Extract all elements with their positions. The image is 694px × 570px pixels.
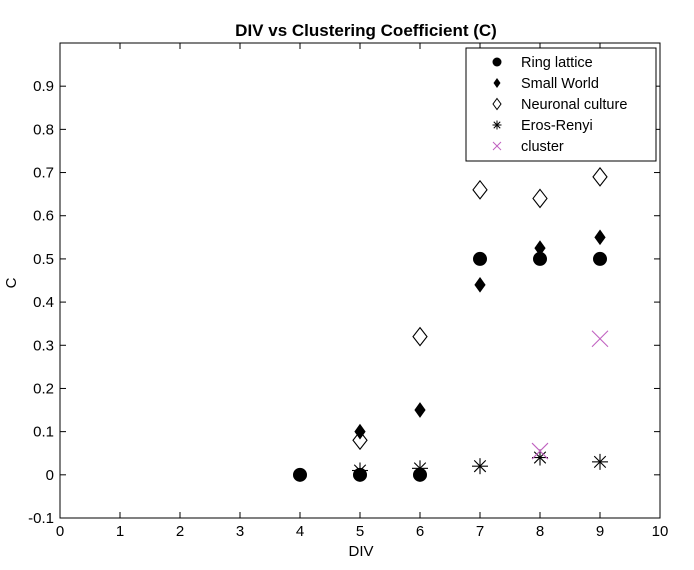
legend-marker [492,141,502,151]
data-point [474,276,486,293]
legend-marker [493,78,501,88]
x-tick-label: 10 [652,523,669,540]
legend-label: Eros-Renyi [521,118,593,134]
data-point [592,166,608,187]
y-tick-label: 0.8 [33,121,54,138]
data-point [414,402,426,418]
asterisk-stroke [473,460,487,473]
x-tick-label: 0 [56,523,64,540]
data-point [593,251,607,266]
legend-marker [492,120,502,130]
x-tick-label: 8 [536,523,544,540]
y-tick-label: 0 [46,467,54,484]
series-neuronal-culture [352,166,608,451]
y-tick-label: 0.9 [33,78,54,95]
data-point [592,453,608,470]
asterisk-stroke [533,451,547,464]
x-tick-label: 6 [416,523,424,540]
data-point [412,460,428,477]
x-stroke [492,141,502,151]
x-tick-label: 1 [116,523,124,540]
legend-box [465,47,657,162]
legend-entry: Eros-Renyi [492,118,593,134]
legend: Ring lattice Small World Neuronal culture E… [465,47,657,162]
data-point [531,442,549,460]
asterisk-stroke [593,455,607,469]
y-tick-label: -0.1 [28,510,54,527]
data-point [472,458,488,475]
data-point [352,430,368,451]
legend-entry: Neuronal culture [492,97,627,113]
data-point [532,449,548,466]
x-tick-label: 5 [356,523,364,540]
y-tick-label: 0.3 [33,337,54,354]
data-point [532,188,548,209]
x-tick-label: 9 [596,523,604,540]
chart-title: DIV vs Clustering Coefficient (C) [235,21,497,40]
series-eros-renyi [352,449,608,479]
legend-marker [492,97,502,111]
x-tick-label: 7 [476,523,484,540]
asterisk-stroke [353,464,367,477]
asterisk-stroke [413,462,427,475]
data-point [591,330,609,348]
x-stroke [531,442,549,460]
x-tick-label: 3 [236,523,244,540]
series-cluster [531,330,609,460]
y-axis-label: C [3,277,20,288]
data-point [594,229,606,246]
data-point [412,326,428,347]
x-tick-label: 4 [296,523,304,540]
legend-entry: Ring lattice [492,55,593,71]
legend-entry: cluster [492,139,564,155]
y-tick-label: 0.5 [33,251,54,268]
data-point [293,467,307,482]
y-tick-label: 0.6 [33,208,54,225]
legend-label: Ring lattice [521,55,593,71]
data-point [352,462,368,479]
data-point [473,251,487,266]
asterisk-stroke [493,121,501,129]
series-ring-lattice [293,251,607,482]
legend-entry: Small World [493,76,599,92]
y-tick-label: 0.1 [33,424,54,441]
y-tick-label: 0.4 [33,294,54,311]
data-point [472,179,488,200]
x-tick-label: 2 [176,523,184,540]
legend-label: Neuronal culture [521,97,627,113]
x-axis-label: DIV [348,543,373,560]
data-point [534,240,546,256]
legend-label: Small World [521,76,599,92]
y-tick-label: 0.7 [33,165,54,182]
x-stroke [591,330,609,348]
y-tick-label: 0.2 [33,380,54,397]
legend-label: cluster [521,139,564,155]
legend-marker [492,57,502,67]
